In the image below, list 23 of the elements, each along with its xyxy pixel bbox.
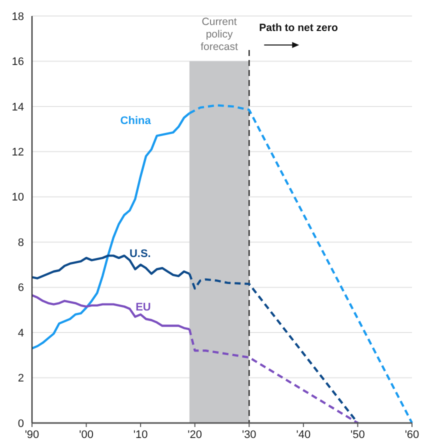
y-tick-label: 12 [12, 146, 24, 159]
y-tick-label: 6 [18, 282, 24, 294]
ref-line-label: Path to net zero [259, 22, 338, 34]
series-label: EU [136, 301, 151, 314]
y-tick-label: 18 [12, 10, 24, 23]
x-tick-label: '50 [350, 429, 365, 441]
x-tick-label: '10 [133, 429, 148, 441]
x-tick-label: '60 [404, 429, 420, 441]
x-tick-label: '20 [188, 429, 202, 441]
band-label: Current policy forecast [200, 16, 238, 54]
y-tick-label: 14 [12, 101, 24, 114]
series-label: U.S. [129, 248, 151, 260]
x-tick-label: '30 [242, 429, 256, 441]
series-label: China [120, 114, 152, 127]
y-tick-label: 0 [18, 418, 24, 430]
x-tick-label: '40 [296, 429, 311, 441]
y-tick-label: 10 [12, 192, 24, 204]
x-tick-label: '90 [24, 429, 40, 441]
y-tick-label: 8 [18, 236, 24, 249]
x-tick-label: '00 [79, 429, 94, 441]
y-tick-label: 16 [12, 56, 24, 68]
y-tick-label: 4 [18, 327, 24, 340]
y-tick-label: 2 [18, 372, 24, 385]
